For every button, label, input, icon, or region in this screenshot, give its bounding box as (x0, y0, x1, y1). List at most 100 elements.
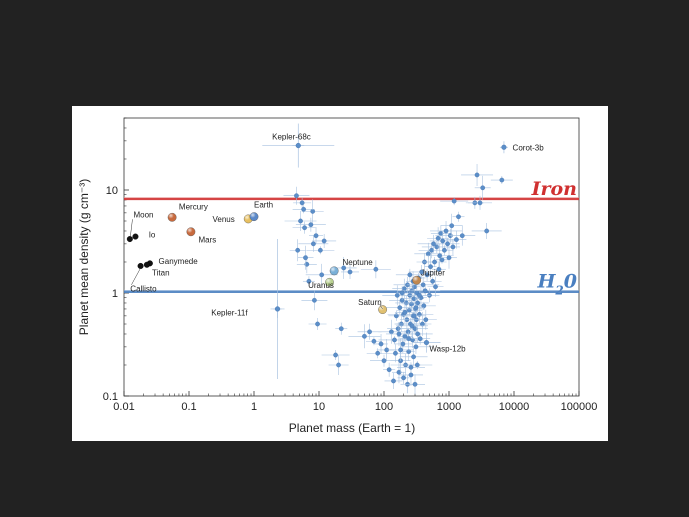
exoplanet-point (294, 193, 299, 199)
exoplanet-point (456, 214, 461, 220)
solar-body-label: Saturn (358, 298, 382, 307)
exoplanet-point (396, 369, 402, 375)
solar-body-shine (378, 305, 387, 314)
solar-body-label: Ganymede (159, 257, 199, 266)
plot-frame (123, 117, 580, 397)
exoplanet-point (440, 238, 446, 244)
exoplanet-point (386, 367, 392, 373)
exoplanet-point (459, 233, 465, 239)
exoplanet-point (401, 286, 407, 292)
solar-body-label: Venus (213, 215, 235, 224)
solar-body-shine (325, 278, 334, 287)
exoplanet-point (319, 272, 325, 278)
exoplanet-point (501, 144, 507, 150)
exoplanet-point (321, 238, 327, 244)
exoplanet-point (402, 309, 408, 315)
exoplanet-point (433, 284, 438, 290)
solar-body-label: Callisto (130, 285, 157, 294)
exoplanet-point (394, 313, 399, 319)
x-axis-label: Planet mass (Earth = 1) (289, 421, 415, 435)
solar-body-shine (412, 276, 421, 285)
exoplanet-point (439, 257, 445, 263)
exoplanet-point (401, 375, 406, 381)
exoplanet-point (419, 269, 425, 275)
exoplanet-point (414, 362, 420, 368)
exoplanet-point (400, 341, 406, 347)
exoplanet-point (423, 340, 430, 346)
exoplanet-label: Kepler-68c (272, 133, 311, 142)
label-leader-line (379, 303, 383, 310)
exoplanet-point (446, 255, 452, 261)
exoplanet-point (391, 378, 396, 384)
exoplanet-point (295, 143, 301, 149)
label-leader-line (131, 267, 141, 285)
exoplanet-point (437, 253, 443, 259)
exoplanet-point (415, 300, 421, 306)
exoplanet-point (315, 321, 320, 327)
reference-line-label: H20 (536, 271, 577, 298)
exoplanet-point (373, 266, 379, 272)
exoplanet-point (422, 288, 428, 294)
solar-body-label: Uranus (308, 281, 334, 290)
solar-body-shine (249, 212, 259, 221)
exoplanet-point (408, 372, 414, 378)
exoplanet-point (395, 326, 401, 332)
y-axis-label: Planet mean density (g cm⁻³) (77, 179, 91, 335)
exoplanet-point (333, 352, 338, 358)
exoplanet-point (336, 362, 341, 368)
exoplanet-point (389, 329, 394, 335)
exoplanet-point (396, 331, 402, 337)
x-tick-label: 0.1 (181, 401, 196, 413)
exoplanet-point (412, 381, 418, 387)
exoplanet-point (430, 278, 435, 284)
exoplanet-point (378, 341, 384, 347)
exoplanet-point (425, 251, 431, 257)
exoplanet-point (397, 305, 403, 311)
exoplanet-point (442, 247, 447, 253)
exoplanet-point (421, 303, 427, 309)
exoplanet-point (450, 244, 456, 250)
exoplanet-point (338, 326, 344, 332)
exoplanet-point (308, 222, 314, 228)
y-tick-label: 0.1 (103, 391, 118, 403)
exoplanet-point (429, 247, 434, 253)
exoplanet-point (477, 200, 483, 206)
exoplanet-point (299, 200, 305, 206)
x-tick-label: 10 (313, 401, 325, 413)
exoplanet-point (413, 344, 419, 350)
solar-body-shine (167, 213, 177, 222)
exoplanet-point (420, 321, 425, 327)
exoplanet-point (499, 177, 505, 183)
exoplanet-point (411, 313, 417, 319)
exoplanet-point (341, 265, 347, 271)
exoplanet-point (347, 269, 353, 275)
exoplanet-label: Wasp-12b (429, 344, 466, 353)
exoplanet-point (405, 329, 411, 335)
exoplanet-point (313, 233, 319, 239)
exoplanet-point (311, 241, 316, 247)
exoplanet-point (432, 259, 437, 265)
exoplanet-point (393, 350, 398, 356)
exoplanet-point (407, 272, 413, 278)
exoplanet-point (362, 333, 367, 339)
exoplanet-point (398, 347, 403, 353)
exoplanet-point (435, 235, 441, 241)
y-tick-label: 1 (112, 288, 118, 300)
exoplanet-point (443, 228, 449, 234)
x-tick-label: 10000 (499, 401, 530, 413)
exoplanet-point (413, 305, 419, 311)
exoplanet-point (394, 292, 400, 298)
x-tick-label: 0.01 (113, 401, 134, 413)
solar-body-shine (186, 227, 196, 236)
solar-body-label: Io (149, 230, 156, 239)
exoplanet-point (417, 312, 422, 317)
solar-body-label: Mars (198, 236, 216, 245)
solar-body-point (132, 233, 139, 240)
solar-body-point (126, 236, 133, 243)
solar-body-shine (329, 266, 339, 276)
exoplanet-point (417, 292, 422, 298)
exoplanet-label: Corot-3b (513, 143, 545, 152)
exoplanet-point (392, 337, 397, 343)
exoplanet-point (295, 247, 301, 253)
